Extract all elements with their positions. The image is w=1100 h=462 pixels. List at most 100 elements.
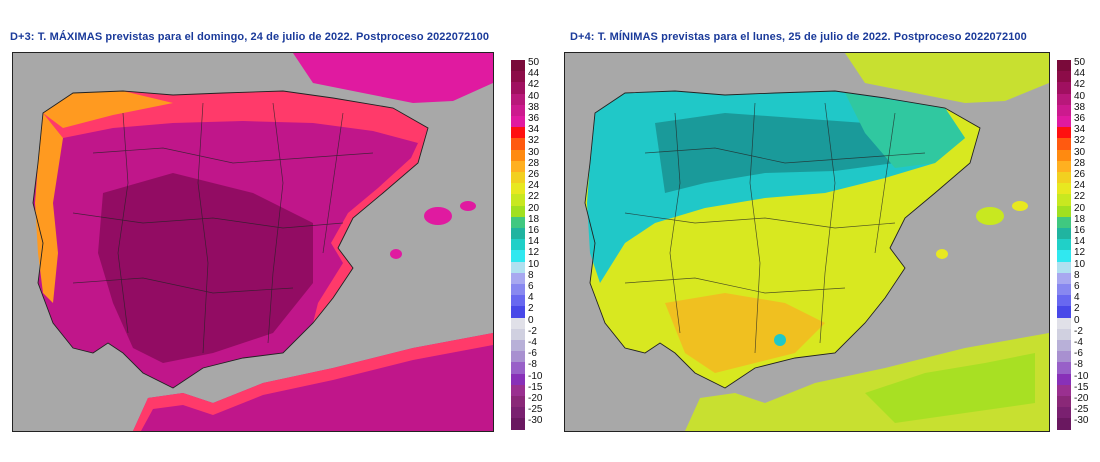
legend-label: 4 (1074, 292, 1080, 304)
legend-swatch (511, 60, 525, 72)
legend-swatch (511, 272, 525, 285)
legend-label: -2 (528, 325, 537, 337)
legend-label: 50 (1074, 57, 1086, 68)
legend-swatch (1057, 93, 1071, 106)
legend-label: 18 (528, 213, 540, 225)
legend-swatch (511, 295, 525, 307)
legend-label: 44 (528, 68, 540, 80)
legend-label: 30 (1074, 146, 1086, 158)
legend-swatch (511, 250, 525, 263)
legend-swatch (1057, 340, 1071, 352)
legend-swatch (511, 340, 525, 352)
legend-label: 8 (1074, 269, 1080, 281)
legend-label: 44 (1074, 68, 1086, 80)
legend-swatch (1057, 384, 1071, 397)
legend-label: 18 (1074, 213, 1086, 225)
legend-swatch (1057, 250, 1071, 263)
legend-label: 50 (528, 57, 540, 68)
legend-swatch (511, 194, 525, 207)
legend-label: 22 (528, 191, 540, 203)
legend-label: -4 (1074, 337, 1083, 348)
min-temp-panel: D+4: T. MÍNIMAS previstas para el lunes,… (558, 0, 1100, 462)
legend-label: 32 (528, 135, 540, 147)
legend-label: -15 (1074, 381, 1089, 393)
legend-swatch (1057, 138, 1071, 151)
legend-swatch (1057, 104, 1071, 117)
legend-label: 32 (1074, 135, 1086, 147)
legend-swatch (1057, 317, 1071, 330)
legend-swatch (1057, 82, 1071, 95)
legend-swatch (1057, 172, 1071, 184)
legend-label: 36 (1074, 113, 1086, 124)
legend-swatch (511, 93, 525, 106)
legend-label: 40 (528, 90, 540, 102)
legend-label: 12 (1074, 247, 1086, 259)
legend-label: 34 (528, 124, 540, 136)
legend-swatch (511, 373, 525, 386)
legend-label: 30 (528, 146, 540, 158)
legend-swatch (1057, 127, 1071, 139)
legend-swatch (511, 104, 525, 117)
legend-label: 12 (528, 247, 540, 259)
legend-swatch (1057, 228, 1071, 240)
legend-swatch (511, 160, 525, 173)
legend-label: 34 (1074, 124, 1086, 136)
legend-swatch (511, 351, 525, 363)
legend-label: 38 (528, 101, 540, 113)
legend-swatch (1057, 205, 1071, 218)
legend-swatch (1057, 351, 1071, 363)
legend-label: -10 (528, 370, 543, 382)
legend-swatch (1057, 284, 1071, 296)
legend-label: -20 (1074, 393, 1089, 404)
max-temp-panel: D+3: T. MÁXIMAS previstas para el doming… (10, 31, 543, 432)
legend-swatch (1057, 328, 1071, 341)
legend-swatch (511, 228, 525, 240)
legend-swatch (1057, 295, 1071, 307)
legend-swatch (511, 127, 525, 139)
legend-label: 40 (1074, 90, 1086, 102)
legend-swatch (511, 306, 525, 319)
legend-label: -8 (528, 359, 537, 371)
legend-label: 6 (528, 281, 534, 292)
legend-swatch (1057, 71, 1071, 83)
legend-label: 2 (1074, 303, 1080, 315)
legend-swatch (1057, 239, 1071, 251)
map-title: D+3: T. MÁXIMAS previstas para el doming… (10, 31, 490, 43)
map-title: D+4: T. MÍNIMAS previstas para el lunes,… (570, 31, 1027, 43)
legend-label: 16 (528, 225, 540, 236)
legend-label: 42 (1074, 79, 1086, 91)
legend-swatch (1057, 183, 1071, 195)
legend-label: -8 (1074, 359, 1083, 371)
legend-swatch (511, 183, 525, 195)
legend-label: 24 (528, 180, 540, 192)
legend-swatch (511, 261, 525, 274)
legend-label: 20 (1074, 202, 1086, 214)
legend-label: -6 (1074, 348, 1083, 360)
legend-label: -20 (528, 393, 543, 404)
legend-label: 26 (1074, 169, 1086, 180)
min-temp-map-graphic (565, 53, 1049, 431)
legend-label: 38 (1074, 101, 1086, 113)
legend-label: 14 (1074, 236, 1086, 248)
legend-label: -10 (1074, 370, 1089, 382)
legend-swatch (511, 239, 525, 251)
legend-swatch (1057, 216, 1071, 229)
legend-label: -15 (528, 381, 543, 393)
legend-label: 28 (1074, 157, 1086, 169)
legend-label: 10 (1074, 258, 1086, 270)
legend-label: 16 (1074, 225, 1086, 236)
legend-label: 0 (1074, 314, 1080, 326)
legend-swatch (511, 284, 525, 296)
legend-swatch (511, 362, 525, 375)
legend-label: 4 (528, 292, 534, 304)
legend-label: 6 (1074, 281, 1080, 292)
legend-swatch (511, 418, 525, 431)
legend-label: 36 (528, 113, 540, 124)
legend-swatch (511, 384, 525, 397)
legend-label: 42 (528, 79, 540, 91)
legend-swatch (511, 138, 525, 151)
legend-swatch (511, 116, 525, 128)
legend-swatch (511, 149, 525, 162)
legend-swatch (1057, 362, 1071, 375)
legend-swatch (1057, 60, 1071, 72)
